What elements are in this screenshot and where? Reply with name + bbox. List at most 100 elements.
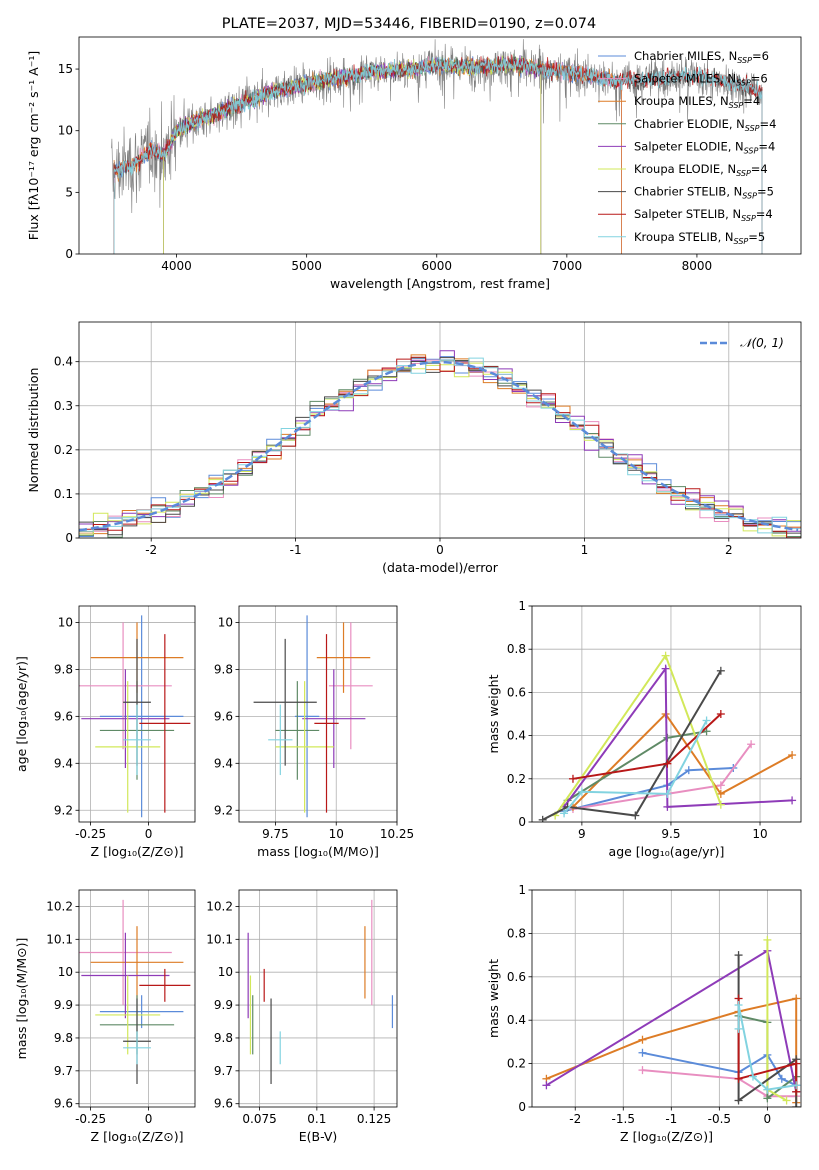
y-tick-label: 9.4 (54, 756, 73, 770)
x-tick-label: -1.5 (612, 1112, 635, 1126)
weight-marker (638, 1048, 647, 1057)
y-tick-label: 9.4 (214, 756, 233, 770)
x-axis-label: wavelength [Angstrom, rest frame] (330, 276, 550, 291)
age_vs_mass-panel: 9.75 10 10.25 9.2 9.4 9.6 9.8 10 mass [log₁₀(M/M… (214, 605, 414, 859)
y-tick-label: 9.8 (214, 1031, 233, 1045)
errorbar-point-salpeter_stelib (139, 634, 191, 813)
errorbar-point-salpeter_miles (79, 899, 172, 1006)
y-tick-label: 9.8 (54, 662, 73, 676)
y-tick-label: 9.6 (54, 1097, 73, 1111)
x-axis-label: mass [log₁₀(M/M⊙)] (257, 844, 379, 859)
errorbar-point-chabrier_miles (99, 615, 184, 818)
y-tick-label: 0.6 (507, 970, 526, 984)
errorbar-point-chabrier_miles (99, 995, 184, 1029)
weight-marker (663, 802, 672, 811)
errorbar-point-chabrier_stelib (253, 638, 317, 766)
legend-label: Salpeter STELIB, NSSP=4 (634, 207, 773, 223)
y-tick-label: 0.4 (507, 1013, 526, 1027)
weight-marker (763, 1085, 772, 1094)
errorbar-point-salpeter_stelib (139, 968, 191, 1002)
weight-line-salpeter_stelib (737, 998, 798, 1092)
y-tick-label: 9.2 (214, 803, 233, 817)
mass_vs_ebv-panel: 0.075 0.1 0.125 9.6 9.7 9.8 9.9 10 10.1 10.2 E(B-V… (206, 889, 398, 1144)
weight-line-salpeter_elodie (563, 665, 793, 808)
y-tick-label: 10.1 (206, 932, 233, 946)
axes-frame (531, 889, 802, 1108)
y-tick-label: 10.1 (46, 932, 73, 946)
y-tick-label: 0.2 (507, 1057, 526, 1071)
weight-marker (782, 1096, 791, 1105)
weight-marker (716, 666, 725, 675)
weight-marker (542, 1081, 551, 1090)
weight-marker (748, 1072, 757, 1081)
legend-label: Kroupa STELIB, NSSP=5 (634, 230, 765, 246)
y-tick-label: 9.8 (214, 662, 233, 676)
weight_vs_Z-plot-area (542, 935, 801, 1107)
weight-marker (638, 1066, 647, 1075)
mass_vs_Z-plot-area (79, 899, 191, 1084)
y-tick-label: 0 (65, 247, 73, 261)
y-tick-label: 5 (65, 185, 73, 199)
x-tick-label: 9.75 (262, 827, 289, 841)
axes-frame (78, 889, 196, 1108)
x-tick-label: 0 (764, 1112, 772, 1126)
axes-frame (78, 36, 802, 255)
weight-line-salpeter_miles (642, 1069, 797, 1098)
weight-marker (716, 781, 725, 790)
x-tick-label: 10 (329, 827, 344, 841)
y-tick-label: 9.2 (54, 803, 73, 817)
x-axis-label: E(B-V) (299, 1129, 338, 1144)
model-spectrum-kroupa_stelib (113, 56, 763, 254)
errorbar-point-kroupa_stelib (268, 704, 293, 776)
legend-label: 𝒩(0, 1) (740, 336, 784, 350)
axes-frame (78, 605, 196, 823)
errorbar-point-salpeter_elodie (302, 669, 366, 768)
chart-title: PLATE=2037, MJD=53446, FIBERID=0190, z=0… (222, 16, 596, 32)
legend-label: Chabrier STELIB, NSSP=5 (634, 185, 774, 201)
x-tick-label: 0 (436, 543, 444, 557)
weight-marker (560, 809, 569, 818)
residual-histogram-salpeter_stelib (79, 356, 801, 538)
weight-line-kroupa_stelib (563, 720, 708, 815)
weight-marker (763, 935, 772, 944)
mass_vs_ebv-plot-area (247, 899, 394, 1084)
y-tick-label: 0.4 (54, 355, 73, 369)
y-tick-label: 10 (218, 615, 233, 629)
weight-marker (702, 727, 711, 736)
axes-frame (238, 605, 398, 823)
errorbar-point-salpeter_miles (328, 622, 373, 750)
errorbar-point-kroupa_stelib (123, 704, 151, 776)
errorbar-point-kroupa_elodie (95, 681, 161, 813)
x-tick-label: 0.075 (242, 1112, 276, 1126)
x-tick-label: 0.125 (357, 1112, 391, 1126)
spectrum-legend: Chabrier MILES, NSSP=6 Salpeter MILES, NS… (598, 49, 776, 246)
weight-marker (716, 800, 725, 809)
weight-marker (684, 766, 693, 775)
errorbar-point-chabrier_elodie (275, 681, 320, 780)
errorbar-point-salpeter_stelib (314, 634, 339, 813)
x-axis-label: (data-model)/error (382, 560, 499, 575)
weight_vs_Z-panel: -2 -1.5 -1 -0.5 0 0 0.2 0.4 0.6 0.8 1 Z [log₁₀(Z/Z⊙… (486, 883, 802, 1144)
x-tick-label: -2 (569, 1112, 581, 1126)
x-tick-label: 10 (752, 827, 767, 841)
y-axis-label: Normed distribution (26, 368, 41, 493)
residuals-plot-area (79, 350, 801, 538)
weight-marker (734, 951, 743, 960)
x-tick-label: 1 (581, 543, 589, 557)
x-tick-label: 7000 (552, 259, 583, 273)
y-axis-label: mass weight (486, 674, 501, 753)
weight-marker (788, 751, 797, 760)
y-tick-label: 0.4 (507, 729, 526, 743)
y-tick-label: 9.6 (214, 1097, 233, 1111)
legend-label: Salpeter ELODIE, NSSP=4 (634, 139, 775, 155)
x-tick-label: 0 (145, 827, 153, 841)
y-axis-label: mass weight (486, 959, 501, 1038)
x-axis-label: Z [log₁₀(Z/Z⊙)] (91, 1129, 184, 1144)
errorbar-point-salpeter_miles (79, 622, 172, 750)
spectrum-plot-area (111, 39, 763, 254)
weight-marker (631, 811, 640, 820)
errorbar-point-kroupa_miles (90, 926, 184, 999)
weight-marker (734, 1024, 743, 1033)
x-tick-label: 0 (145, 1112, 153, 1126)
